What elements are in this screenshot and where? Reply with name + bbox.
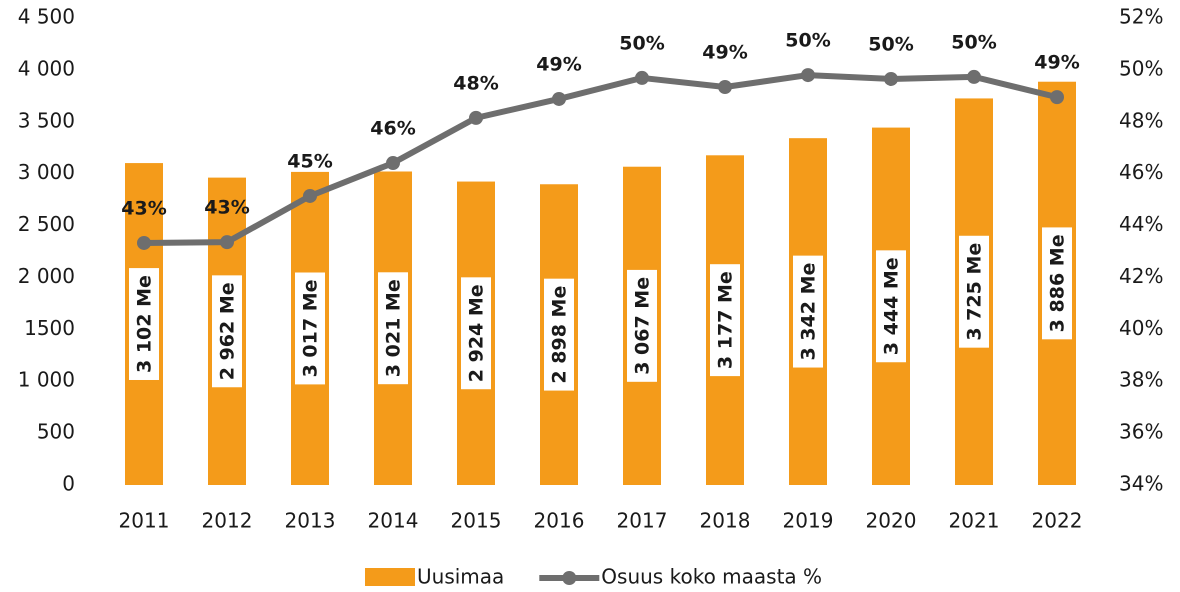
- line-value-label: 49%: [1034, 52, 1079, 74]
- bar-value-label: 3 102 Me: [134, 275, 156, 373]
- y2-tick-label: 40%: [1119, 316, 1163, 340]
- bar-label-box: [793, 255, 823, 368]
- y-tick-label: 2 500: [18, 212, 75, 236]
- line-marker: [801, 68, 815, 83]
- bar-label: 3 102 Me: [129, 268, 159, 380]
- bar-label-box: [959, 235, 989, 348]
- x-tick-label: 2022: [1032, 509, 1083, 533]
- line-value-label: 49%: [702, 42, 747, 64]
- bar-label: 3 725 Me: [959, 235, 989, 348]
- bar-label-box: [378, 272, 408, 385]
- bar-label-box: [627, 269, 657, 382]
- bar-value-label: 3 177 Me: [715, 271, 737, 369]
- bar-label-box: [1042, 227, 1072, 340]
- y2-tick-label: 50%: [1119, 56, 1163, 80]
- y2-tick-label: 44%: [1119, 212, 1163, 236]
- bar-value-label: 3 017 Me: [300, 279, 322, 377]
- y2-tick-label: 46%: [1119, 160, 1163, 184]
- legend-marker: [562, 571, 577, 585]
- bar-value-label: 3 067 Me: [632, 277, 654, 375]
- bar-value-label: 3 725 Me: [964, 243, 986, 341]
- line-marker: [386, 156, 400, 171]
- line-value-label: 50%: [868, 33, 913, 55]
- x-tick-label: 2017: [617, 509, 668, 533]
- line-value-label: 50%: [619, 32, 664, 54]
- bar-label-box: [876, 250, 906, 363]
- bar-label: 3 444 Me: [876, 250, 906, 363]
- y2-tick-label: 34%: [1119, 472, 1163, 496]
- bar-label-box: [212, 275, 242, 388]
- line-value-label: 50%: [951, 31, 996, 53]
- bar-label-box: [461, 277, 491, 390]
- line-value-label: 50%: [785, 30, 830, 52]
- y2-tick-label: 48%: [1119, 108, 1163, 132]
- line-value-label: 43%: [204, 197, 249, 219]
- y2-tick-label: 52%: [1119, 5, 1163, 29]
- x-tick-label: 2021: [949, 509, 1000, 533]
- line-marker: [718, 80, 732, 95]
- x-tick-label: 2013: [285, 509, 336, 533]
- line: [143, 72, 1058, 246]
- line-marker: [884, 71, 898, 86]
- y2-tick-label: 36%: [1119, 420, 1163, 444]
- bar-value-label: 3 444 Me: [881, 257, 903, 355]
- y-tick-label: 1500: [24, 316, 75, 340]
- line-value-label: 43%: [121, 197, 166, 219]
- y-tick-label: 3 500: [18, 108, 75, 132]
- y-tick-label: 3 000: [18, 160, 75, 184]
- bar-label-box: [129, 268, 159, 380]
- bar-value-label: 3 021 Me: [383, 279, 405, 377]
- line-marker: [552, 91, 566, 106]
- bar-value-label: 2 962 Me: [217, 282, 239, 380]
- x-tick-label: 2015: [451, 509, 502, 533]
- line-marker: [137, 235, 151, 250]
- bar-label: 3 177 Me: [710, 264, 740, 377]
- line-marker: [967, 69, 981, 84]
- y-tick-label: 4 500: [18, 5, 75, 29]
- y-tick-label: 500: [37, 420, 75, 444]
- y2-tick-label: 42%: [1119, 264, 1163, 288]
- bar-label: 3 067 Me: [627, 269, 657, 382]
- bar-label-box: [295, 272, 325, 385]
- line-marker: [220, 235, 234, 250]
- line-marker: [635, 70, 649, 85]
- legend-label: Uusimaa: [417, 565, 504, 589]
- y-tick-label: 4 000: [18, 56, 75, 80]
- line-value-label: 45%: [287, 150, 332, 172]
- bar-label-box: [544, 278, 574, 391]
- bar-label: 2 962 Me: [212, 275, 242, 388]
- line-marker: [1050, 90, 1064, 105]
- y-tick-label: 0: [62, 472, 75, 496]
- bar-label: 3 342 Me: [793, 255, 823, 368]
- line-value-label: 46%: [370, 118, 415, 140]
- x-tick-label: 2020: [866, 509, 917, 533]
- bar-label: 2 898 Me: [544, 278, 574, 391]
- line-marker: [303, 188, 317, 203]
- x-tick-label: 2016: [534, 509, 585, 533]
- line-value-label: 48%: [453, 72, 498, 94]
- legend-swatch: [365, 568, 415, 586]
- y-tick-label: 1 000: [18, 368, 75, 392]
- x-tick-label: 2014: [368, 509, 419, 533]
- y2-tick-label: 38%: [1119, 368, 1163, 392]
- line-marker: [469, 110, 483, 125]
- line-value-label: 49%: [536, 53, 581, 75]
- bar-label-box: [710, 264, 740, 377]
- x-tick-label: 2011: [119, 509, 170, 533]
- bar-value-label: 2 924 Me: [466, 284, 488, 382]
- y-tick-label: 2 000: [18, 264, 75, 288]
- legend-label: Osuus koko maasta %: [601, 565, 822, 589]
- bar-label: 3 021 Me: [378, 272, 408, 385]
- bar-label: 3 886 Me: [1042, 227, 1072, 340]
- bar-value-label: 3 342 Me: [798, 263, 820, 361]
- bar-value-label: 3 886 Me: [1047, 234, 1069, 332]
- bar-label: 3 017 Me: [295, 272, 325, 385]
- x-tick-label: 2018: [700, 509, 751, 533]
- x-tick-label: 2019: [783, 509, 834, 533]
- x-tick-label: 2012: [202, 509, 253, 533]
- bar-label: 2 924 Me: [461, 277, 491, 390]
- bar-value-label: 2 898 Me: [549, 286, 571, 384]
